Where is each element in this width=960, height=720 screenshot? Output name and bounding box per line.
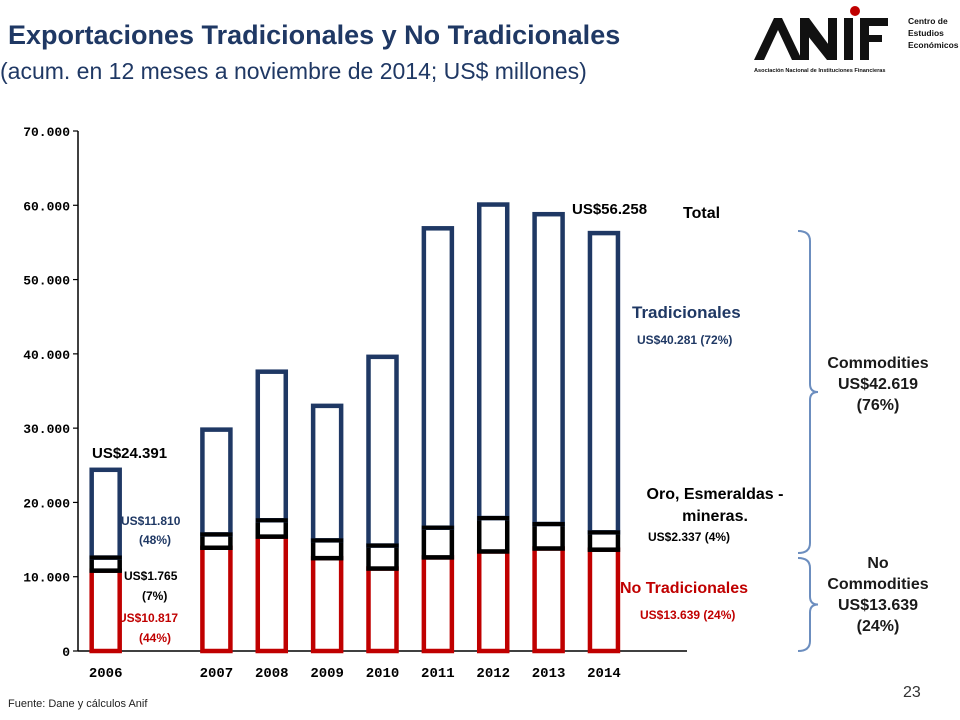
- x-tick-label: 2008: [255, 666, 289, 682]
- logo-red-dot: [850, 6, 860, 16]
- y-tick-label: 70.000: [23, 125, 70, 140]
- commodities-line-1: Commodities: [827, 355, 929, 372]
- bar-segment: [255, 534, 289, 654]
- bar-segment: [587, 530, 621, 552]
- bar-segment: [89, 467, 122, 560]
- bar-segment: [587, 230, 621, 535]
- oro-2006-pct: (7%): [142, 589, 168, 603]
- logo-letter-i: [844, 18, 853, 60]
- x-tick-label: 2012: [476, 666, 510, 682]
- x-tick-label: 2014: [587, 666, 621, 682]
- bar-segment: [310, 538, 344, 561]
- x-tick-label: 2006: [89, 666, 123, 682]
- bar-segment: [200, 545, 233, 654]
- bar-segment: [200, 427, 233, 537]
- x-tick-label: 2010: [366, 666, 400, 682]
- logo-letter-n-right: [828, 18, 837, 60]
- logo-letter-n-left: [800, 18, 809, 60]
- oro-2014-value: US$2.337 (4%): [648, 530, 731, 544]
- chart-subtitle: (acum. en 12 meses a noviembre de 2014; …: [0, 58, 587, 84]
- commodities-label: Commodities US$42.619 (76%): [808, 353, 948, 416]
- logo-unit-line-3: Económicos: [908, 40, 959, 50]
- y-tick-label: 50.000: [23, 274, 70, 289]
- commodities-line-3: (76%): [856, 397, 900, 414]
- logo-unit-line-2: Estudios: [908, 28, 944, 38]
- bar-segment: [89, 568, 122, 654]
- y-tick-label: 20.000: [23, 496, 70, 511]
- notrad-2014-value: US$13.639 (24%): [640, 608, 736, 622]
- bar-segment: [587, 547, 621, 654]
- logo-tagline: Asociación Nacional de Instituciones Fin…: [754, 68, 886, 74]
- x-tick-label: 2013: [532, 666, 566, 682]
- bar-segment: [366, 566, 399, 654]
- no-commodities-line-3: US$13.639: [837, 597, 919, 614]
- logo-letter-f-top: [860, 18, 888, 26]
- chart-title: Exportaciones Tradicionales y No Tradici…: [8, 20, 621, 50]
- bar-segment: [366, 354, 399, 548]
- bar-segment: [476, 202, 510, 521]
- bar-segment: [532, 211, 565, 527]
- bar-segment: [421, 226, 455, 530]
- y-tick-label: 30.000: [23, 422, 70, 437]
- bar-segment: [476, 515, 510, 554]
- y-tick-label: 60.000: [23, 199, 70, 214]
- page-number: 23: [903, 684, 921, 701]
- no-commodities-line-2: Commodities: [827, 576, 929, 593]
- bar-segment: [421, 555, 455, 654]
- notrad-series-label: No Tradicionales: [620, 580, 749, 597]
- bar-segment: [532, 521, 565, 551]
- commodities-bracket: [797, 230, 819, 554]
- total-2014-label: US$56.258: [572, 201, 648, 218]
- stacked-bar-chart: 0 10.000 20.000 30.000 40.000 50.000 60.000 70.…: [23, 125, 819, 682]
- y-tick-label: 10.000: [23, 571, 70, 586]
- bar-segment: [366, 543, 399, 571]
- bar-segment: [310, 555, 344, 654]
- no-commodities-line-4: (24%): [856, 618, 900, 635]
- commodities-line-2: US$42.619: [837, 376, 919, 393]
- trad-2014-value: US$40.281 (72%): [637, 333, 733, 347]
- x-tick-label: 2007: [200, 666, 234, 682]
- trad-2006-pct: (48%): [139, 533, 172, 547]
- bar-segment: [310, 403, 344, 543]
- no-commodities-line-1: No: [867, 555, 889, 572]
- logo-letter-a: [754, 18, 802, 60]
- bar-segment: [532, 546, 565, 654]
- notrad-2006-value: US$10.817: [118, 611, 179, 625]
- trad-series-label: Tradicionales: [632, 303, 741, 322]
- total-series-label: Total: [683, 205, 721, 222]
- trad-2006-value: US$11.810: [121, 514, 181, 528]
- source-note: Fuente: Dane y cálculos Anif: [8, 698, 148, 710]
- oro-2006-value: US$1.765: [124, 569, 178, 583]
- bar-segment: [255, 518, 289, 539]
- y-tick-label: 40.000: [23, 348, 70, 363]
- logo-unit-line-1: Centro de: [908, 16, 948, 26]
- x-tick-label: 2009: [310, 666, 344, 682]
- bar-segment: [476, 549, 510, 654]
- bar-segment: [421, 525, 455, 560]
- logo-letter-f-mid: [860, 35, 882, 42]
- total-2006-label: US$24.391: [92, 445, 168, 462]
- notrad-2006-pct: (44%): [139, 631, 172, 645]
- anif-logo: Asociación Nacional de Instituciones Fin…: [754, 6, 959, 74]
- oro-series-label: Oro, Esmeraldas - mineras.: [646, 486, 784, 525]
- no-commodities-bracket: [797, 557, 819, 652]
- y-tick-label: 0: [62, 645, 70, 660]
- x-tick-label: 2011: [421, 666, 455, 682]
- logo-letter-n-diag: [800, 18, 834, 60]
- no-commodities-label: No Commodities US$13.639 (24%): [808, 553, 948, 637]
- bar-segment: [255, 369, 289, 523]
